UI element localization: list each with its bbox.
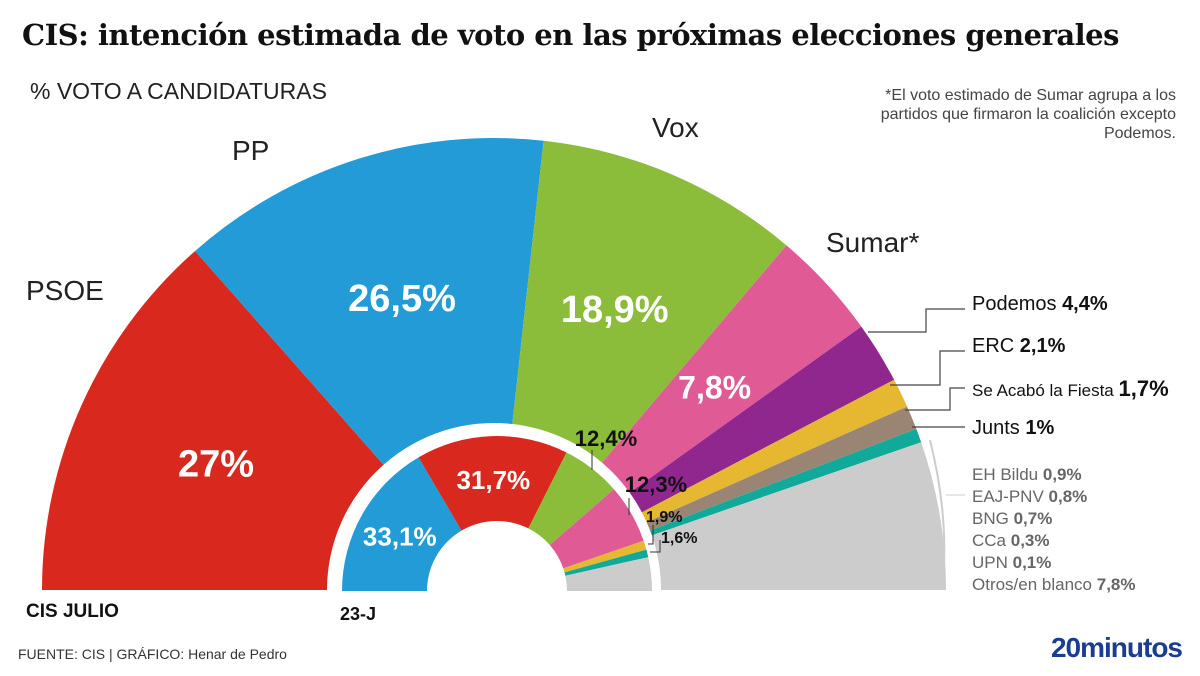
slice-name-label: Vox xyxy=(652,112,699,143)
data-label: 33,1% xyxy=(363,521,437,551)
23j-slice-otros xyxy=(565,557,652,591)
others-bracket xyxy=(929,439,946,591)
slice-name-label: PSOE xyxy=(26,275,104,306)
cis-slice-se-acab-la-fiesta xyxy=(646,406,917,531)
others-item-label: EH Bildu 0,9% xyxy=(972,465,1082,484)
cis-slice-otros xyxy=(651,442,946,590)
23j-slice-erc xyxy=(563,540,647,573)
cis-slice-sumar- xyxy=(602,245,862,493)
others-item-label: CCa 0,3% xyxy=(972,531,1049,550)
footnote: *El voto estimado de Sumar agrupa a los … xyxy=(880,87,1176,142)
slice-value: 1% xyxy=(1025,417,1054,439)
cis-slice-psoe xyxy=(42,250,384,590)
slice-name-label: Junts 1% xyxy=(972,417,1054,439)
others-item-value: 0,3% xyxy=(1011,531,1050,550)
slice-value: 1,7% xyxy=(1118,376,1168,401)
data-label: 7,8% xyxy=(678,370,751,406)
23j-slice-sumar xyxy=(549,489,644,569)
others-item-label: UPN 0,1% xyxy=(972,553,1051,572)
23j-slice-junts xyxy=(564,549,649,576)
cis-slice-vox xyxy=(512,140,787,463)
slice-name-label: PP xyxy=(232,135,269,166)
data-label: 26,5% xyxy=(348,278,456,320)
23j-slice-psoe xyxy=(418,436,567,531)
callout-line xyxy=(890,350,965,386)
callout-line xyxy=(905,387,965,411)
ring-label: CIS JULIO xyxy=(26,601,119,622)
others-item-value: 0,7% xyxy=(1014,509,1053,528)
slice-name-label: Podemos 4,4% xyxy=(972,293,1108,315)
source-credit: FUENTE: CIS | GRÁFICO: Henar de Pedro xyxy=(18,646,287,662)
others-item-value: 0,1% xyxy=(1013,553,1052,572)
cis-slice-podemos xyxy=(629,326,895,513)
23j-slice-vox xyxy=(528,452,614,546)
23j-slice-pp xyxy=(342,457,462,591)
others-item-value: 0,9% xyxy=(1043,465,1082,484)
others-item-label: EAJ-PNV 0,8% xyxy=(972,487,1087,506)
data-label: 18,9% xyxy=(561,289,669,331)
callout-line xyxy=(868,308,965,333)
data-label: 12,4% xyxy=(575,426,637,451)
slice-value: 4,4% xyxy=(1062,293,1108,315)
callout-line xyxy=(648,525,654,545)
data-label: 27% xyxy=(178,443,254,485)
data-label: 1,9% xyxy=(646,509,682,526)
slice-name-label: Sumar* xyxy=(826,227,919,258)
others-item-value: 7,8% xyxy=(1097,575,1136,594)
slice-name-label: ERC 2,1% xyxy=(972,335,1066,357)
data-label: 31,7% xyxy=(456,465,530,495)
others-item-label: Otros/en blanco 7,8% xyxy=(972,575,1136,594)
others-item-label: BNG 0,7% xyxy=(972,509,1052,528)
chart-title: CIS: intención estimada de voto en las p… xyxy=(22,18,1119,52)
chart-subtitle: % VOTO A CANDIDATURAS xyxy=(30,78,327,104)
slice-value: 2,1% xyxy=(1020,335,1066,357)
cis-slice-junts xyxy=(650,428,922,536)
callout-line xyxy=(650,540,661,553)
data-label: 12,3% xyxy=(625,472,687,497)
ring-label: 23-J xyxy=(340,604,376,624)
slice-name-label: Se Acabó la Fiesta 1,7% xyxy=(972,376,1169,401)
cis-slice-erc xyxy=(641,379,908,523)
data-label: 1,6% xyxy=(661,530,697,547)
brand-logo: 20minutos xyxy=(1050,632,1183,663)
cis-slice-pp xyxy=(195,138,544,465)
others-item-value: 0,8% xyxy=(1049,487,1088,506)
